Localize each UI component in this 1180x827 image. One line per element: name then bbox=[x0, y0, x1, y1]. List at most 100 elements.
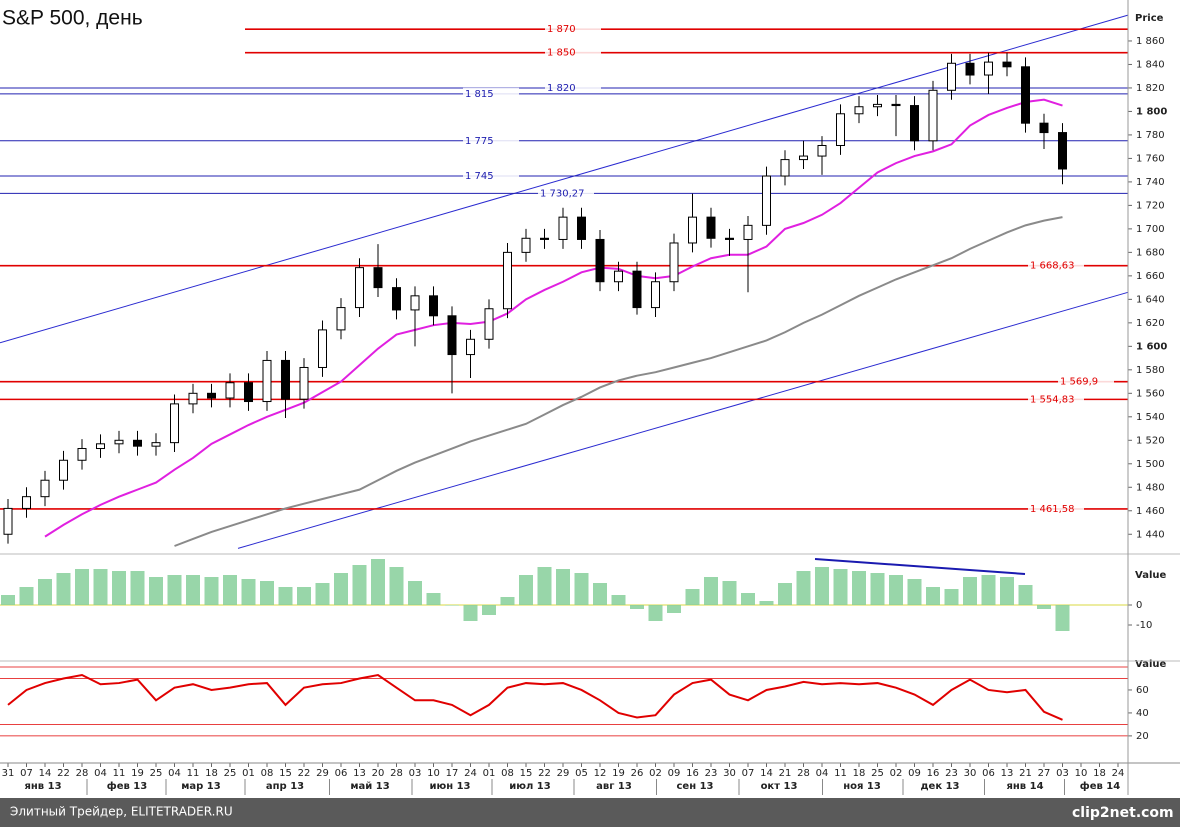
x-tick-label: 04 bbox=[816, 768, 829, 779]
histogram-bar bbox=[56, 573, 71, 605]
y-tick-label: 1 620 bbox=[1136, 318, 1165, 329]
x-tick-label: 10 bbox=[1075, 768, 1088, 779]
histogram-bar bbox=[426, 593, 441, 605]
x-tick-label: 16 bbox=[927, 768, 940, 779]
level-label-bg bbox=[1028, 393, 1084, 405]
y-tick-label: 1 680 bbox=[1136, 247, 1165, 258]
x-tick-label: 12 bbox=[594, 768, 607, 779]
histogram-bar bbox=[537, 567, 552, 605]
histogram-bar bbox=[19, 587, 34, 605]
candle-body bbox=[725, 237, 734, 240]
chart-title: S&P 500, день bbox=[2, 7, 143, 30]
histogram-bar bbox=[167, 575, 182, 605]
histogram-bar bbox=[1037, 605, 1051, 609]
y-tick-label: 1 500 bbox=[1136, 459, 1165, 470]
candle-body bbox=[22, 496, 31, 509]
candle-body bbox=[873, 103, 882, 108]
y-tick-label: 1 540 bbox=[1136, 412, 1165, 423]
candle-body bbox=[688, 216, 697, 244]
histogram-bar bbox=[352, 565, 367, 605]
histogram-bar bbox=[38, 579, 52, 605]
histogram-bar bbox=[315, 583, 330, 605]
x-tick-label: 21 bbox=[1019, 768, 1032, 779]
candle-body bbox=[262, 359, 272, 403]
month-label: авг 13 bbox=[596, 781, 632, 792]
candle-body bbox=[244, 382, 253, 403]
histogram-bar bbox=[907, 579, 922, 605]
candle-body bbox=[854, 106, 864, 115]
x-tick-label: 08 bbox=[501, 768, 514, 779]
y-tick-label: 1 580 bbox=[1136, 365, 1165, 376]
candle-body bbox=[40, 479, 50, 498]
level-label-bg bbox=[463, 87, 519, 99]
histogram-bar bbox=[1055, 605, 1070, 631]
candle-body bbox=[114, 439, 124, 445]
candle-body bbox=[1002, 61, 1012, 68]
x-tick-label: 07 bbox=[20, 768, 33, 779]
histogram-bar bbox=[852, 571, 866, 605]
histogram-bar bbox=[334, 573, 348, 605]
histogram-bar bbox=[408, 581, 422, 605]
candle-body bbox=[392, 287, 401, 311]
x-tick-label: 22 bbox=[298, 768, 311, 779]
y-tick-label: 1 660 bbox=[1136, 271, 1165, 282]
histogram-bar bbox=[93, 569, 108, 605]
histogram-bar bbox=[1, 595, 15, 605]
x-tick-label: 23 bbox=[945, 768, 958, 779]
histogram-bar bbox=[741, 593, 755, 605]
candle-body bbox=[410, 295, 420, 311]
x-tick-label: 06 bbox=[335, 768, 348, 779]
histogram-bar bbox=[963, 577, 977, 605]
candle-body bbox=[429, 295, 438, 317]
month-label: июн 13 bbox=[429, 781, 470, 792]
candle-body bbox=[336, 307, 346, 331]
candle-body bbox=[595, 238, 605, 283]
x-tick-label: 25 bbox=[871, 768, 884, 779]
month-label: янв 13 bbox=[24, 781, 61, 792]
title-box bbox=[0, 0, 242, 34]
y-tick-label: 1 440 bbox=[1136, 529, 1165, 540]
histogram-bar bbox=[685, 589, 700, 605]
candle-body bbox=[3, 507, 13, 535]
y-tick-label: 1 840 bbox=[1136, 59, 1165, 70]
x-tick-label: 22 bbox=[538, 768, 551, 779]
candle-body bbox=[225, 382, 235, 399]
candle-body bbox=[1058, 132, 1067, 170]
month-label: дек 13 bbox=[920, 781, 959, 792]
level-label-bg bbox=[1058, 375, 1114, 387]
histogram-bar bbox=[112, 571, 126, 605]
month-label: ноя 13 bbox=[843, 781, 881, 792]
x-tick-label: 16 bbox=[686, 768, 699, 779]
candle-body bbox=[743, 224, 753, 240]
candle-body bbox=[836, 113, 845, 146]
candle-body bbox=[651, 281, 660, 309]
candle-body bbox=[965, 62, 975, 76]
x-tick-label: 24 bbox=[1112, 768, 1125, 779]
x-tick-label: 31 bbox=[2, 768, 15, 779]
candle-body bbox=[281, 359, 290, 400]
y-tick-label: 1 480 bbox=[1136, 482, 1165, 493]
y-tick-label: 1 760 bbox=[1136, 153, 1165, 164]
candle-body bbox=[706, 216, 716, 239]
y-tick-label: 1 460 bbox=[1136, 506, 1165, 517]
level-label-bg bbox=[538, 187, 594, 199]
x-tick-label: 21 bbox=[779, 768, 792, 779]
y-tick-label: 1 600 bbox=[1136, 341, 1167, 352]
month-label: июл 13 bbox=[509, 781, 550, 792]
candle-body bbox=[188, 392, 198, 405]
histogram-bar bbox=[389, 567, 404, 605]
x-tick-label: 28 bbox=[797, 768, 810, 779]
x-tick-label: 25 bbox=[150, 768, 163, 779]
y-tick-label: 1 640 bbox=[1136, 294, 1165, 305]
x-tick-label: 14 bbox=[39, 768, 52, 779]
histogram-bar bbox=[667, 605, 681, 613]
histogram-bar bbox=[278, 587, 293, 605]
month-label: фев 14 bbox=[1080, 780, 1120, 792]
x-tick-label: 09 bbox=[668, 768, 681, 779]
candle-body bbox=[373, 267, 383, 289]
x-tick-label: 07 bbox=[742, 768, 755, 779]
candle-body bbox=[466, 338, 475, 356]
candle-body bbox=[762, 175, 771, 226]
histogram-bar bbox=[204, 577, 219, 605]
